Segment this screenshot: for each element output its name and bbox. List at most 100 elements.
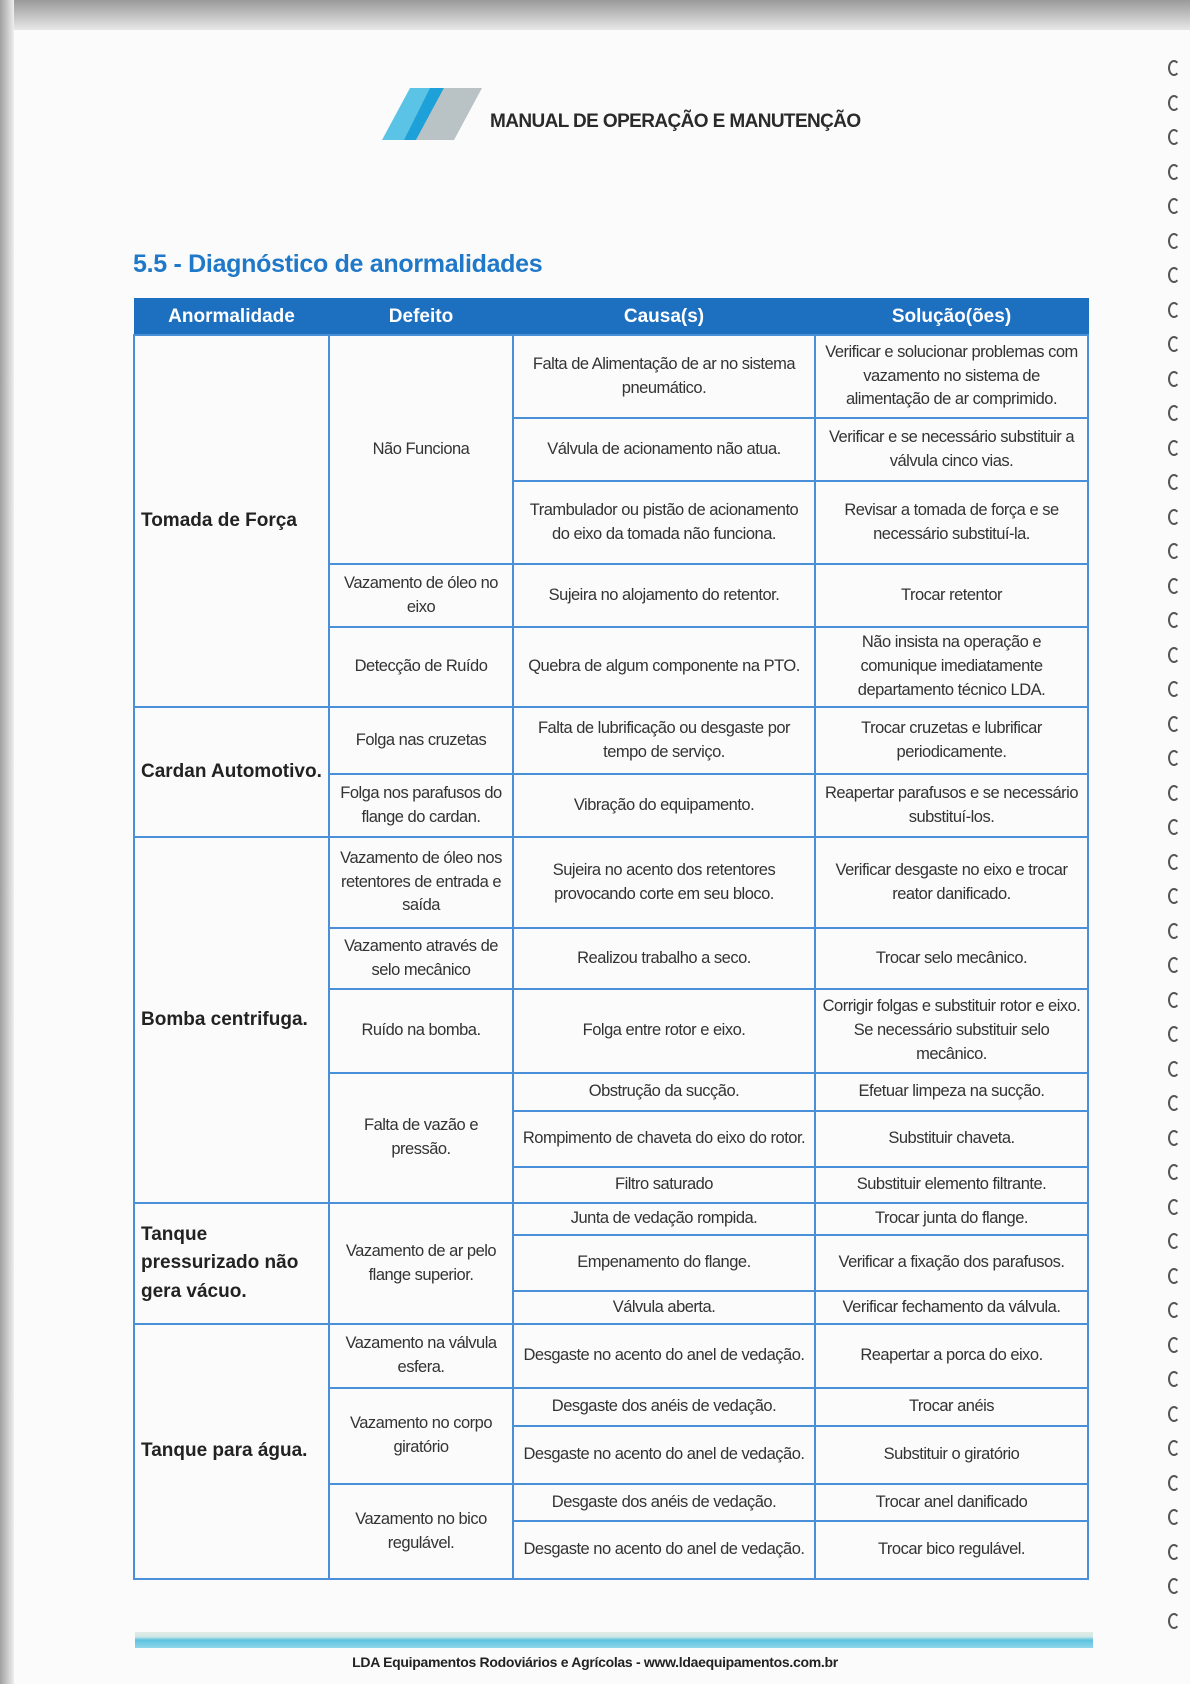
cause-cell: Desgaste no acento do anel de vedação. xyxy=(512,1520,816,1580)
binding-ring xyxy=(1168,267,1180,283)
solution-cell: Trocar cruzetas e lubrificar periodicame… xyxy=(814,706,1089,775)
binding-ring xyxy=(1168,681,1180,697)
table-row: Folga nos parafusos do flange do cardan.… xyxy=(134,773,1089,838)
cause-cell: Desgaste dos anéis de vedação. xyxy=(512,1387,816,1427)
solution-cell: Verificar desgaste no eixo e trocar reat… xyxy=(814,836,1089,929)
binding-ring xyxy=(1168,232,1180,249)
binding-ring xyxy=(1168,405,1180,421)
binding-ring xyxy=(1168,1509,1180,1525)
table-row: Rompimento de chaveta do eixo do rotor. S… xyxy=(134,1110,1089,1168)
cause-cell: Quebra de algum componente na PTO. xyxy=(512,626,816,708)
defect-cell: Vazamento no corpo giratório xyxy=(328,1387,514,1485)
table-row: Tomada de Força Não Funciona Falta de Alim… xyxy=(133,334,1089,708)
binding-ring xyxy=(1168,370,1180,387)
manual-title: MANUAL DE OPERAÇÃO E MANUTENÇÃO xyxy=(490,111,861,132)
binding-ring xyxy=(1168,1371,1180,1387)
table-row: Tanque pressurizado não gera vácuo. Vazam… xyxy=(133,1202,1089,1325)
cause-cell: Rompimento de chaveta do eixo do rotor. xyxy=(512,1110,816,1168)
solution-cell: Substituir chaveta. xyxy=(814,1110,1089,1168)
cause-cell: Válvula aberta. xyxy=(512,1290,816,1325)
manual-logo-icon xyxy=(382,88,482,140)
solution-cell: Trocar bico regulável. xyxy=(814,1520,1089,1580)
binding-ring xyxy=(1168,612,1180,628)
binding-ring xyxy=(1168,94,1180,111)
binding-ring xyxy=(1168,543,1180,559)
solution-cell: Reapertar parafusos e se necessário subs… xyxy=(814,773,1089,838)
table-row: Detecção de Ruído Quebra de algum compone… xyxy=(134,626,1089,708)
binding-ring xyxy=(1168,1198,1180,1215)
table-row: Trambulador ou pistão de acionamento do … xyxy=(134,480,1089,565)
binding-ring xyxy=(1168,922,1180,939)
binding-ring xyxy=(1168,336,1180,352)
solution-cell: Corrigir folgas e substituir rotor e eix… xyxy=(814,988,1089,1074)
footer-text: LDA Equipamentos Rodoviários e Agrícolas… xyxy=(352,1654,838,1670)
table-row: Bomba centrifuga. Vazamento de óleo nos r… xyxy=(133,836,1089,1204)
binding-ring xyxy=(1168,750,1180,766)
cause-cell: Empenamento do flange. xyxy=(512,1234,816,1292)
binding-ring xyxy=(1168,508,1180,525)
binding-ring xyxy=(1168,1026,1180,1042)
column-header-causas: Causa(s) xyxy=(512,298,816,336)
binding-ring xyxy=(1168,474,1180,490)
binding-ring xyxy=(1168,853,1180,870)
anomaly-cell: Tanque pressurizado não gera vácuo. xyxy=(133,1202,330,1325)
cause-cell: Desgaste no acento do anel de vedação. xyxy=(512,1323,816,1389)
defect-cell: Detecção de Ruído xyxy=(328,626,514,708)
diagnostic-table: Anormalidade Defeito Causa(s) Solução(õe… xyxy=(133,298,1089,1580)
defect-cell: Vazamento de óleo no eixo xyxy=(328,563,514,628)
binding-ring xyxy=(1168,784,1180,801)
footer-bar xyxy=(135,1632,1093,1648)
defect-cell: Folga nos parafusos do flange do cardan. xyxy=(328,773,514,838)
binding-ring xyxy=(1168,1129,1180,1146)
table-row: Desgaste no acento do anel de vedação. Su… xyxy=(134,1425,1089,1485)
binding-ring xyxy=(1168,301,1180,318)
defect-cell: Folga nas cruzetas xyxy=(328,706,514,775)
binding-ring xyxy=(1168,1233,1180,1249)
binding-ring xyxy=(1168,163,1180,180)
binding-ring xyxy=(1168,957,1180,973)
solution-cell: Trocar retentor xyxy=(814,563,1089,628)
defect-cell: Falta de vazão e pressão. xyxy=(328,1072,514,1204)
column-header-solucoes: Solução(ões) xyxy=(814,298,1089,336)
scan-left-edge xyxy=(0,0,14,1684)
table-header-row: Anormalidade Defeito Causa(s) Solução(õe… xyxy=(133,298,1089,336)
table-row: Válvula de acionamento não atua. Verifica… xyxy=(134,417,1089,482)
section-title: 5.5 - Diagnóstico de anormalidades xyxy=(133,250,543,278)
binding-ring xyxy=(1168,1267,1180,1284)
solution-cell: Trocar anel danificado xyxy=(814,1483,1089,1522)
binding-ring xyxy=(1168,1440,1180,1456)
solution-cell: Trocar junta do flange. xyxy=(814,1202,1089,1236)
table-row: Tanque para água. Vazamento na válvula es… xyxy=(133,1323,1089,1580)
cause-cell: Vibração do equipamento. xyxy=(512,773,816,838)
binding-ring xyxy=(1168,129,1180,145)
table-row: Vazamento no corpo giratório Desgaste dos… xyxy=(134,1387,1089,1485)
cause-cell: Desgaste dos anéis de vedação. xyxy=(512,1483,816,1522)
defect-cell: Vazamento através de selo mecânico xyxy=(328,927,514,990)
table-row: Válvula aberta. Verificar fechamento da v… xyxy=(134,1290,1089,1325)
table-row: Vazamento no bico regulável. Desgaste dos… xyxy=(134,1483,1089,1580)
binding-ring xyxy=(1168,646,1180,663)
table-row: Cardan Automotivo. Folga nas cruzetas Falt… xyxy=(133,706,1089,838)
table-row: Falta de vazão e pressão. Obstrução da su… xyxy=(134,1072,1089,1204)
binding-ring xyxy=(1168,819,1180,835)
cause-cell: Falta de lubrificação ou desgaste por te… xyxy=(512,706,816,775)
solution-cell: Verificar e se necessário substituir a v… xyxy=(814,417,1089,482)
cause-cell: Folga entre rotor e eixo. xyxy=(512,988,816,1074)
binding-ring xyxy=(1168,715,1180,732)
solution-cell: Substituir o giratório xyxy=(814,1425,1089,1485)
binding-ring xyxy=(1168,1336,1180,1353)
anomaly-cell: Cardan Automotivo. xyxy=(133,706,330,838)
binding-ring xyxy=(1168,1405,1180,1422)
binding-ring xyxy=(1168,991,1180,1008)
column-header-anormalidade: Anormalidade xyxy=(133,298,330,336)
cause-cell: Realizou trabalho a seco. xyxy=(512,927,816,990)
table-row: Ruído na bomba. Folga entre rotor e eixo.… xyxy=(134,988,1089,1074)
cause-cell: Junta de vedação rompida. xyxy=(512,1202,816,1236)
binding-ring xyxy=(1168,198,1180,214)
solution-cell: Verificar e solucionar problemas com vaz… xyxy=(814,334,1089,419)
solution-cell: Reapertar a porca do eixo. xyxy=(814,1323,1089,1389)
defect-cell: Vazamento de óleo nos retentores de entr… xyxy=(328,836,514,929)
binding-ring xyxy=(1168,1474,1180,1491)
defect-cell: Ruído na bomba. xyxy=(328,988,514,1074)
